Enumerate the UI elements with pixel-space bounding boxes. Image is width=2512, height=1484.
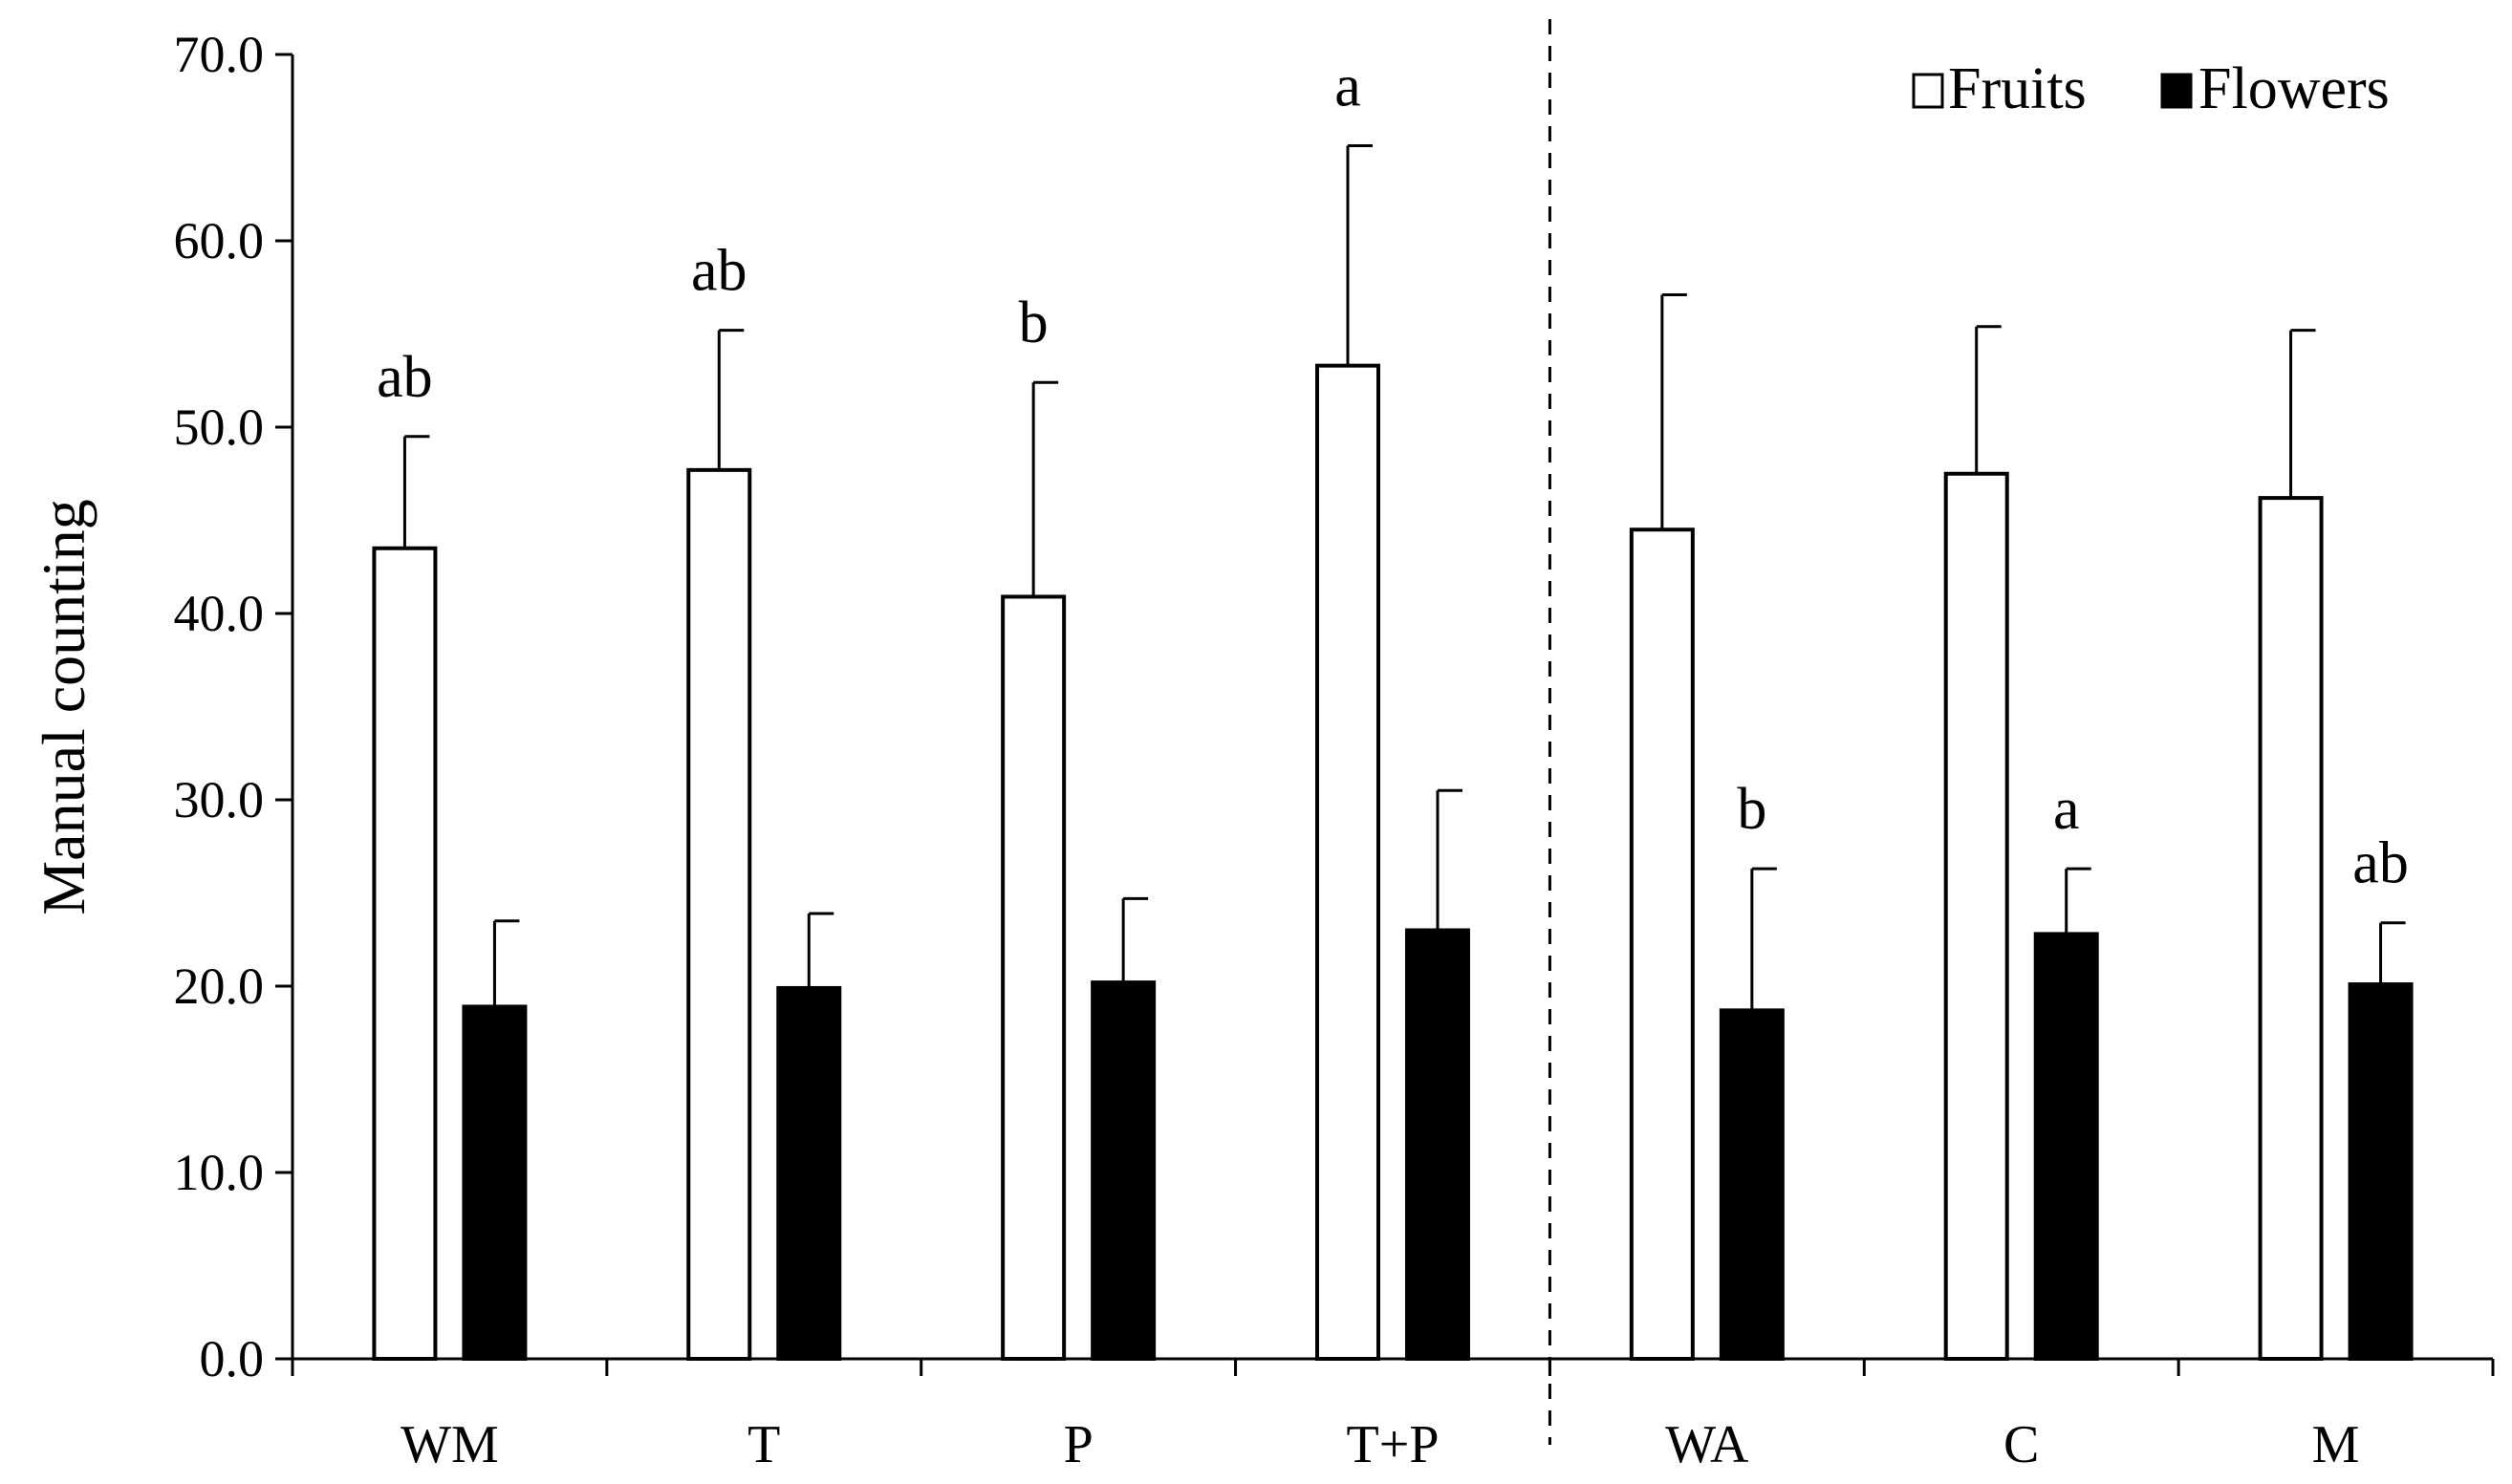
x-tick-label: C — [2003, 1415, 2039, 1474]
y-tick-label: 0.0 — [200, 1330, 265, 1387]
bar-flowers-wa — [1719, 1008, 1785, 1361]
y-tick-label: 20.0 — [174, 957, 265, 1015]
bar-flowers-c — [2033, 932, 2099, 1362]
legend-swatch-flowers — [2160, 73, 2193, 109]
legend-label-fruits: Fruits — [1948, 56, 2087, 121]
bar-fruits-t — [686, 467, 752, 1362]
bar-fruits-c — [1943, 471, 2009, 1361]
bars — [372, 144, 2414, 1362]
significance-label: ab — [691, 239, 747, 304]
x-tick-label: P — [1064, 1415, 1094, 1474]
significance-label: a — [2053, 777, 2080, 842]
x-tick-label: T — [747, 1415, 780, 1474]
bar-fruits-wa — [1629, 527, 1695, 1361]
bar-flowers-p — [1091, 980, 1157, 1361]
significance-label: ab — [377, 345, 433, 410]
bar-fruits-m — [2258, 496, 2324, 1361]
bar-fruits-p — [1001, 594, 1067, 1361]
x-tick-label: WM — [401, 1415, 499, 1474]
y-tick-label: 10.0 — [174, 1144, 265, 1201]
significance-label: b — [1737, 777, 1766, 842]
legend-swatch-fruits — [1912, 73, 1944, 109]
y-tick-label: 70.0 — [174, 26, 265, 83]
bar-flowers-m — [2348, 982, 2414, 1362]
x-tick-label: M — [2312, 1415, 2360, 1474]
legend-label-flowers: Flowers — [2198, 56, 2390, 121]
legend: Fruits Flowers — [1912, 56, 2390, 121]
labels: 0.0 10.0 20.0 30.0 40.0 50.0 60.0 70.0 WM T P T+P WA… — [174, 26, 2409, 1474]
y-tick-label: 40.0 — [174, 585, 265, 642]
x-tick-label: WA — [1665, 1415, 1749, 1474]
bar-flowers-wm — [462, 1004, 528, 1361]
bar-flowers-t+p — [1405, 928, 1470, 1361]
y-tick-label: 60.0 — [174, 212, 265, 269]
bar-fruits-wm — [372, 546, 438, 1361]
y-tick-label: 30.0 — [174, 771, 265, 828]
significance-label: ab — [2352, 831, 2409, 896]
axes — [275, 19, 2495, 1445]
bar-flowers-t — [776, 985, 842, 1361]
bar-fruits-t+p — [1315, 363, 1380, 1361]
significance-label: a — [1334, 54, 1361, 119]
y-tick-label: 50.0 — [174, 398, 265, 456]
x-tick-label: T+P — [1347, 1415, 1440, 1474]
y-axis-title: Manual counting — [30, 499, 97, 914]
significance-label: b — [1019, 290, 1049, 355]
